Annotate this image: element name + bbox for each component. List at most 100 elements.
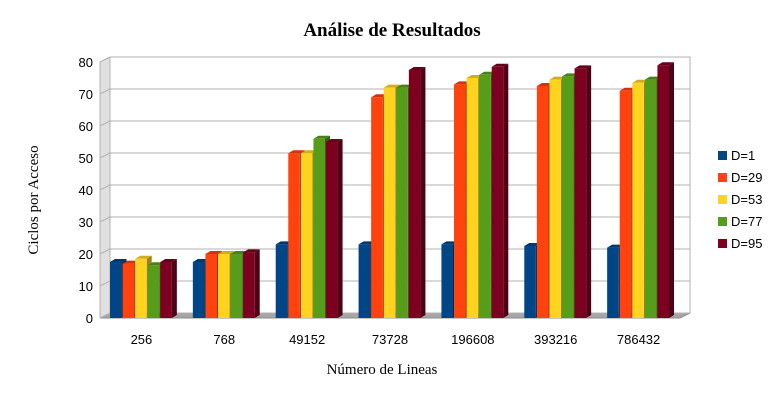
bar-top xyxy=(288,150,305,154)
bar-front xyxy=(275,244,288,318)
bar-side xyxy=(337,139,343,318)
bar-top xyxy=(313,135,330,139)
bar-front xyxy=(205,254,217,318)
bar-front xyxy=(644,79,657,318)
gridline-side xyxy=(99,248,111,255)
y-tick-label: 70 xyxy=(79,87,93,102)
bar-top xyxy=(454,81,471,85)
legend-item: D=53 xyxy=(718,192,762,207)
bar-front xyxy=(574,68,587,319)
bar xyxy=(574,65,592,319)
bar-front xyxy=(441,244,453,318)
bar xyxy=(657,62,674,319)
bar-front xyxy=(396,87,408,318)
y-tick-label: 60 xyxy=(79,119,93,134)
bar-top xyxy=(466,75,484,78)
bar-top xyxy=(657,62,674,66)
bar-top xyxy=(396,84,413,88)
legend-swatch xyxy=(718,195,727,204)
bar-front xyxy=(313,138,325,318)
bar-top xyxy=(607,244,624,248)
bar-top xyxy=(383,84,401,88)
bar-side xyxy=(254,249,260,318)
bar-front xyxy=(491,66,504,318)
bar-front xyxy=(160,262,172,318)
bar-top xyxy=(479,71,496,75)
bar-top xyxy=(135,255,152,259)
y-tick-label: 30 xyxy=(79,215,93,230)
bar-side xyxy=(503,63,509,318)
legend-swatch xyxy=(718,239,727,248)
legend-label: D=95 xyxy=(731,236,762,251)
legend-label: D=29 xyxy=(731,170,762,185)
bar-side xyxy=(420,67,426,318)
bar-side xyxy=(171,259,177,318)
legend: D=1 D=29 D=53 D=77 D=95 xyxy=(718,148,762,251)
y-tick-label: 40 xyxy=(79,183,93,198)
bar-front xyxy=(358,244,371,318)
gridline-side xyxy=(99,280,111,287)
bar-side xyxy=(586,65,592,319)
bar-front xyxy=(300,153,313,318)
legend-swatch xyxy=(718,173,727,182)
x-axis-ticks: 256 768 49152 73728 196608 393216 786432 xyxy=(131,332,661,347)
legend-item: D=95 xyxy=(718,236,762,251)
gridline-side xyxy=(99,312,111,319)
bar-top xyxy=(230,251,248,254)
y-tick-label: 50 xyxy=(79,151,93,166)
bar-front xyxy=(466,78,479,318)
y-tick-label: 20 xyxy=(79,247,93,262)
x-axis-label: Número de Lineas xyxy=(327,362,438,378)
bar-top xyxy=(491,63,509,67)
bar-front xyxy=(122,263,135,318)
gridline-side xyxy=(99,56,111,63)
bar-front xyxy=(230,254,243,318)
x-tick-label: 196608 xyxy=(451,332,494,347)
legend-item: D=77 xyxy=(718,214,762,229)
bar-top xyxy=(160,259,177,262)
gridline-side xyxy=(99,152,111,159)
x-tick-label: 786432 xyxy=(617,332,660,347)
legend-label: D=77 xyxy=(731,214,762,229)
bar-front xyxy=(192,262,205,318)
bar xyxy=(243,249,260,318)
bar-top xyxy=(110,259,127,262)
bar-top xyxy=(275,241,293,245)
bar xyxy=(491,63,509,318)
legend-item: D=1 xyxy=(718,148,755,163)
chart-title: Análise de Resultados xyxy=(303,20,480,41)
bar-front xyxy=(562,76,574,319)
y-tick-label: 10 xyxy=(79,279,93,294)
bar-front xyxy=(619,90,632,318)
bar xyxy=(326,139,343,318)
bars xyxy=(110,62,674,319)
bar-top xyxy=(632,79,649,83)
bar-front xyxy=(110,262,122,318)
y-tick-label: 0 xyxy=(86,311,93,326)
bar-top xyxy=(205,251,222,254)
bar-top xyxy=(536,83,554,86)
gridline-side xyxy=(99,120,111,127)
bar-top xyxy=(371,94,388,98)
x-tick-label: 768 xyxy=(213,332,235,347)
bar-front xyxy=(657,65,669,318)
bar-top xyxy=(122,260,140,264)
bar-top xyxy=(549,76,566,80)
bar-front xyxy=(454,84,466,319)
bar-side xyxy=(669,62,674,319)
bar-front xyxy=(607,247,619,318)
bar-top xyxy=(192,259,210,262)
bar-front xyxy=(147,265,160,318)
bar-top xyxy=(218,251,235,254)
bar-front xyxy=(536,86,549,318)
bar-top xyxy=(147,262,165,266)
gridline-side xyxy=(99,216,111,223)
bar-top xyxy=(524,243,541,246)
bar-top xyxy=(441,241,458,245)
bar-top xyxy=(358,241,376,245)
bar-front xyxy=(524,246,536,318)
bar-front xyxy=(632,82,644,318)
bar-front xyxy=(549,79,561,318)
